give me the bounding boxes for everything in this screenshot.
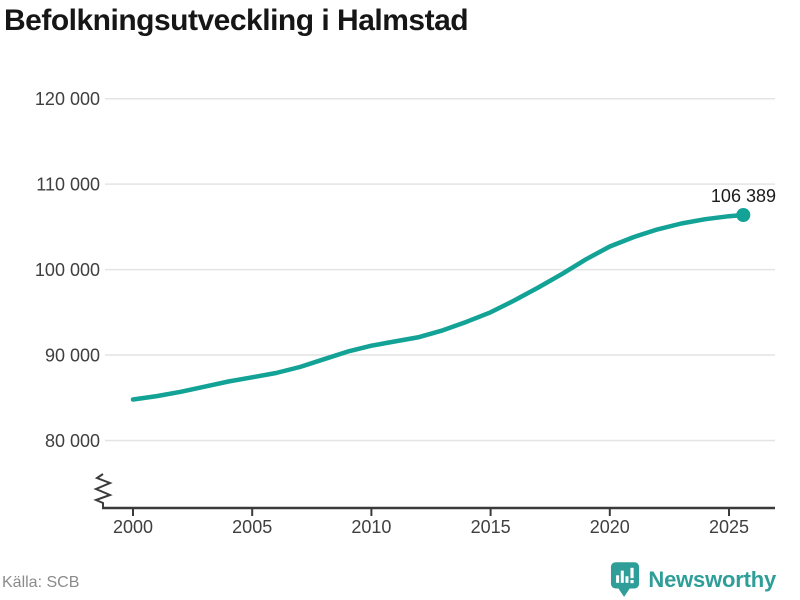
newsworthy-wordmark: Newsworthy bbox=[648, 567, 776, 592]
y-axis-tick-label: 120 000 bbox=[35, 89, 100, 109]
newsworthy-logo: Newsworthy bbox=[610, 560, 776, 600]
x-axis-tick-label: 2010 bbox=[351, 517, 391, 537]
y-axis-tick-label: 90 000 bbox=[45, 346, 100, 366]
x-axis-tick-label: 2005 bbox=[232, 517, 272, 537]
x-axis-tick-label: 2000 bbox=[113, 517, 153, 537]
y-axis-tick-label: 110 000 bbox=[36, 175, 100, 195]
y-axis-break-icon bbox=[93, 473, 113, 508]
population-series-line bbox=[130, 212, 746, 402]
last-value-label: 106 389 bbox=[711, 186, 776, 206]
source-label: Källa: SCB bbox=[2, 574, 80, 591]
series-end-point bbox=[736, 208, 751, 223]
y-axis-tick-label: 100 000 bbox=[35, 260, 100, 280]
newsworthy-bubble-icon bbox=[611, 562, 640, 597]
x-axis-tick-label: 2015 bbox=[471, 517, 511, 537]
y-axis-tick-label: 80 000 bbox=[45, 431, 100, 451]
x-axis-tick-label: 2025 bbox=[709, 517, 749, 537]
x-axis-tick-label: 2020 bbox=[590, 517, 630, 537]
page-title: Befolkningsutveckling i Halmstad bbox=[4, 4, 469, 37]
